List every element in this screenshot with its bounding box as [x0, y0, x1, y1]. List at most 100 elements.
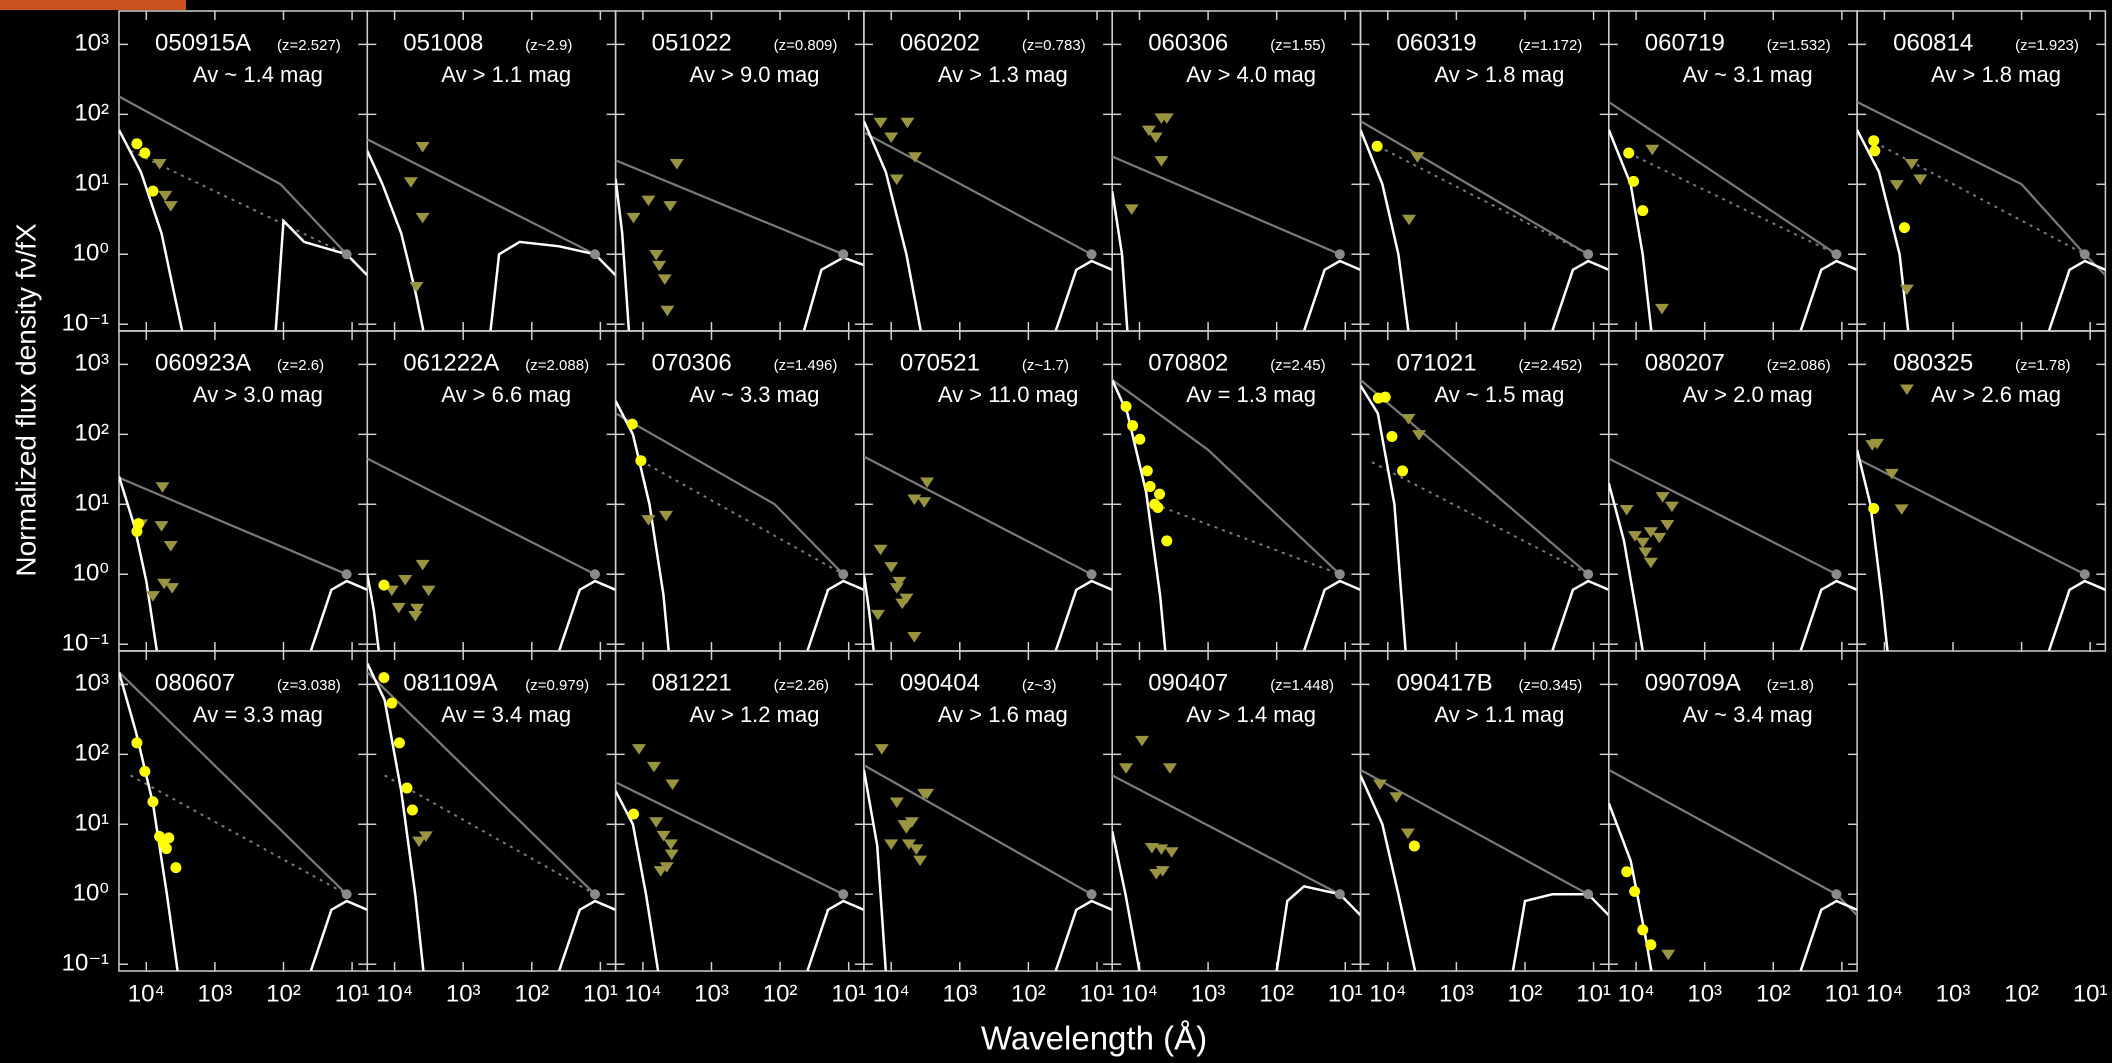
redshift-label: (z=1.532) — [1767, 37, 1831, 54]
upper-limit — [660, 305, 675, 317]
upper-limit — [902, 839, 917, 850]
model-line — [1112, 774, 1341, 896]
redshift-label: (z=1.172) — [1519, 37, 1583, 54]
model-line — [1608, 457, 1837, 576]
extinction-label: Av > 3.0 mag — [193, 382, 323, 407]
extinction-label: Av = 3.3 mag — [193, 702, 323, 727]
panel-title: 090709A — [1645, 669, 1741, 696]
xray-point — [341, 249, 352, 260]
detection — [1120, 400, 1132, 412]
xray-point — [1831, 249, 1842, 260]
x-tick-label: 10⁴ — [128, 980, 165, 1007]
upper-limit — [1865, 440, 1880, 451]
x-tick-label: 10³ — [1936, 980, 1971, 1007]
xray-point — [1334, 889, 1345, 900]
upper-limit — [1141, 125, 1156, 137]
panel-frame — [1856, 330, 2107, 652]
extinguished-model — [367, 574, 616, 651]
detection — [170, 862, 182, 874]
detection — [131, 737, 143, 749]
detection — [1371, 140, 1383, 152]
panel-title: 051022 — [652, 29, 732, 56]
model-line — [119, 671, 348, 896]
panel-title: 090417B — [1397, 669, 1493, 696]
upper-limit — [917, 497, 932, 508]
upper-limit — [913, 855, 928, 867]
upper-limit — [1412, 430, 1427, 441]
extinction-label: Av ~ 3.3 mag — [690, 382, 820, 407]
extinction-label: Av > 1.2 mag — [690, 702, 820, 727]
extinguished-model — [863, 769, 1113, 971]
xray-point — [1086, 889, 1097, 900]
x-tick-label: 10³ — [1191, 980, 1226, 1007]
redshift-label: (z=0.345) — [1519, 677, 1583, 694]
redshift-label: (z=3.038) — [277, 677, 341, 694]
upper-limit — [1913, 174, 1928, 186]
xray-point — [1334, 249, 1345, 260]
detection — [393, 737, 405, 749]
extinguished-model — [1857, 129, 2106, 331]
extinction-label: Av = 3.4 mag — [441, 702, 571, 727]
detection — [1386, 431, 1398, 443]
x-tick-label: 10¹ — [831, 980, 866, 1007]
logo-strip — [0, 0, 186, 10]
upper-limit — [1401, 414, 1416, 425]
detection — [1621, 866, 1633, 878]
redshift-label: (z=0.783) — [1022, 37, 1086, 54]
xray-point — [1334, 569, 1345, 580]
x-tick-label: 10⁴ — [376, 980, 413, 1007]
panel-title: 060719 — [1645, 29, 1725, 56]
detection — [1141, 465, 1153, 477]
xray-point — [1583, 569, 1594, 580]
upper-limit — [1899, 384, 1914, 395]
extinction-label: Av ~ 1.5 mag — [1435, 382, 1565, 407]
panel-title: 070521 — [900, 349, 980, 376]
xray-point — [589, 889, 600, 900]
upper-limit — [907, 494, 922, 506]
y-tick-label: 10³ — [74, 350, 109, 377]
xray-point — [2079, 249, 2090, 260]
upper-limit — [664, 849, 679, 860]
detection — [635, 455, 647, 467]
detection — [147, 796, 159, 808]
model-dotted-line — [1154, 503, 1341, 576]
x-tick-label: 10³ — [1439, 980, 1474, 1007]
extinction-label: Av > 4.0 mag — [1186, 62, 1316, 87]
upper-limit — [1645, 144, 1660, 156]
y-tick-label: 10⁻¹ — [62, 950, 109, 977]
upper-limit — [649, 250, 664, 261]
upper-limit — [415, 142, 430, 153]
upper-limit — [1627, 531, 1642, 542]
detection — [1898, 222, 1910, 234]
x-tick-label: 10³ — [942, 980, 977, 1007]
model-line — [615, 412, 845, 576]
extinction-label: Av > 2.6 mag — [1931, 382, 2061, 407]
upper-limit — [626, 212, 641, 224]
detection — [160, 843, 172, 855]
extinction-label: Av > 1.6 mag — [938, 702, 1068, 727]
extinction-label: Av > 11.0 mag — [938, 382, 1078, 407]
upper-limit — [1389, 792, 1404, 803]
upper-limit — [1148, 132, 1163, 143]
xray-point — [1831, 569, 1842, 580]
panel-title: 060814 — [1893, 29, 1973, 56]
upper-limit — [900, 117, 915, 129]
upper-limit — [1654, 303, 1669, 315]
detection — [1637, 924, 1649, 936]
redshift-label: (z~2.9) — [525, 37, 572, 54]
extinction-label: Av > 1.1 mag — [1435, 702, 1565, 727]
upper-limit — [884, 562, 899, 573]
x-tick-label: 10⁴ — [1866, 980, 1903, 1007]
redshift-label: (z=2.452) — [1519, 357, 1583, 374]
detection — [1868, 503, 1880, 515]
upper-limit — [631, 744, 646, 755]
y-axis-label: Normalized flux density fν/fX — [10, 223, 41, 577]
redshift-label: (z=1.8) — [1767, 677, 1814, 694]
redshift-label: (z=2.26) — [774, 677, 829, 694]
detection — [139, 147, 151, 159]
panel-title: 080607 — [155, 669, 235, 696]
upper-limit — [165, 583, 180, 594]
extinguished-model — [863, 120, 1113, 331]
